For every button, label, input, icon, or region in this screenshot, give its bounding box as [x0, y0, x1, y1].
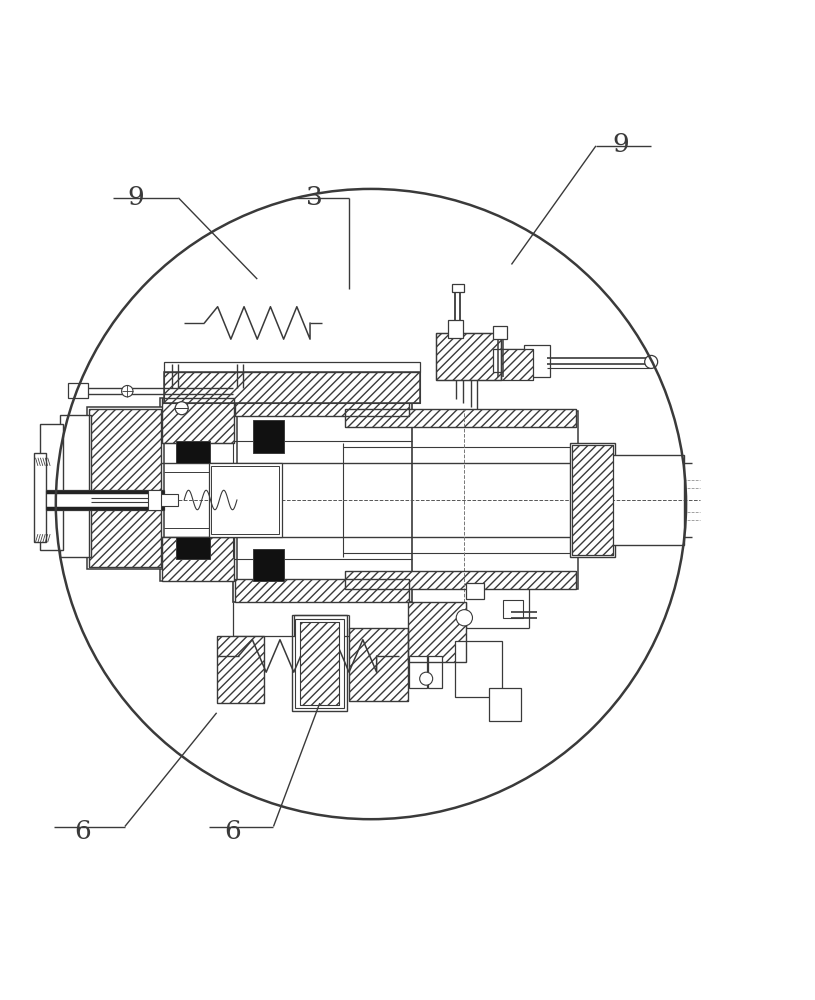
Bar	[448, 320, 463, 338]
Bar	[300, 622, 339, 705]
Bar	[571, 445, 613, 555]
Bar	[409, 656, 427, 688]
Bar	[300, 622, 339, 705]
Bar	[436, 333, 501, 380]
Bar	[236, 394, 409, 416]
Bar	[610, 455, 684, 545]
Bar	[148, 490, 161, 510]
Bar	[408, 602, 466, 662]
Bar	[455, 641, 502, 697]
Bar	[493, 349, 529, 372]
Bar	[493, 326, 508, 339]
Bar	[34, 453, 46, 542]
Bar	[345, 409, 575, 427]
Bar	[571, 445, 613, 555]
Bar	[162, 398, 234, 443]
Bar	[408, 602, 466, 662]
Circle shape	[175, 402, 188, 415]
Bar	[160, 398, 237, 581]
Text: 9: 9	[612, 132, 628, 157]
Bar	[89, 409, 161, 567]
Circle shape	[645, 355, 658, 368]
Circle shape	[456, 610, 473, 626]
Bar	[164, 362, 420, 372]
Bar	[525, 345, 550, 377]
Circle shape	[121, 385, 133, 397]
Bar	[452, 284, 465, 292]
Bar	[162, 537, 234, 581]
Bar	[236, 579, 409, 602]
Bar	[253, 549, 284, 581]
Bar	[211, 466, 280, 534]
Text: 6: 6	[224, 819, 241, 844]
Bar	[295, 619, 344, 708]
Text: 6: 6	[74, 819, 91, 844]
Bar	[342, 411, 578, 589]
Bar	[209, 463, 282, 537]
Bar	[428, 656, 443, 688]
Bar	[345, 409, 575, 427]
Bar	[233, 394, 412, 602]
Bar	[89, 409, 161, 567]
Bar	[466, 583, 484, 599]
Bar	[349, 628, 408, 701]
Bar	[501, 349, 533, 380]
Bar	[253, 420, 284, 453]
Bar	[164, 372, 420, 403]
Bar	[489, 688, 522, 721]
Bar	[436, 333, 501, 380]
Text: 3: 3	[306, 185, 323, 210]
Bar	[46, 490, 164, 510]
Bar	[570, 443, 615, 557]
Bar	[345, 571, 575, 589]
Bar	[292, 615, 347, 711]
Bar	[160, 494, 178, 506]
Bar	[41, 424, 63, 550]
Bar	[162, 537, 234, 581]
Bar	[162, 398, 234, 443]
Circle shape	[420, 672, 433, 685]
Bar	[217, 636, 264, 703]
Bar	[176, 537, 210, 559]
Bar	[345, 571, 575, 589]
Bar	[236, 394, 409, 416]
Bar	[217, 636, 264, 703]
Bar	[164, 372, 420, 403]
Text: 9: 9	[127, 185, 143, 210]
Bar	[86, 407, 164, 569]
Bar	[236, 579, 409, 602]
Bar	[349, 628, 408, 701]
Bar	[501, 349, 533, 380]
Bar	[176, 441, 210, 463]
Bar	[59, 415, 90, 557]
Bar	[504, 600, 523, 618]
Bar	[68, 383, 88, 398]
